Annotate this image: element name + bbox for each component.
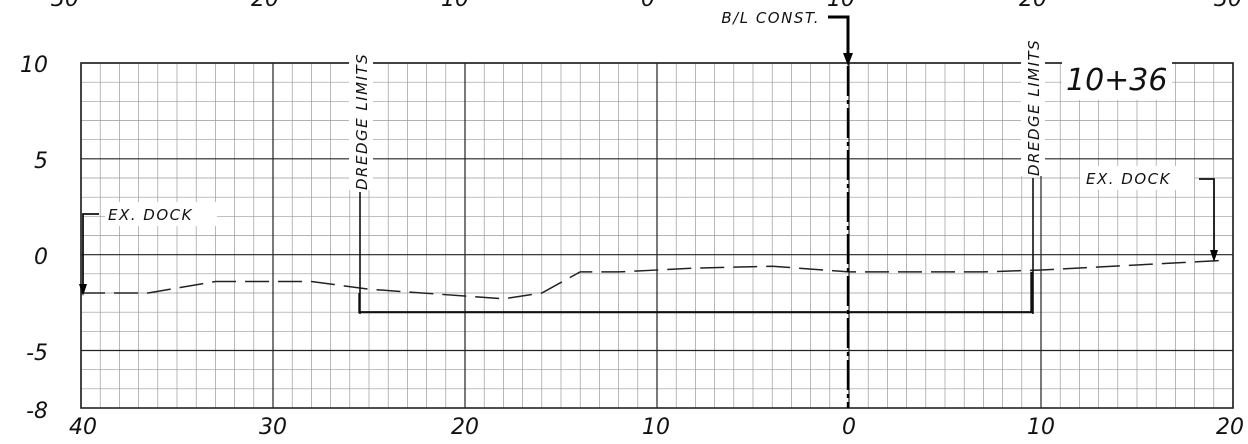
dredge-limit-right-label-bg xyxy=(1021,14,1045,176)
ex-dock-left-label-bg xyxy=(105,202,217,226)
top-tick-label: 30 xyxy=(51,0,79,12)
bottom-tick-label: 20 xyxy=(451,415,479,440)
dredge-limit-right-label: DREDGE LIMITS xyxy=(1025,39,1043,176)
y-tick-label: 10 xyxy=(20,53,48,78)
grid-frame xyxy=(80,62,1234,409)
y-tick-label: 0 xyxy=(34,245,48,270)
ex-dock-left-leader xyxy=(82,213,99,288)
ex-dock-left-label: EX. DOCK xyxy=(108,206,193,224)
existing-ground-line xyxy=(81,259,1224,300)
ex-dock-right-label-bg xyxy=(1080,166,1194,190)
ex-dock-right-arrow-icon xyxy=(1210,250,1218,262)
top-tick-label: 20 xyxy=(1019,0,1047,12)
baseline-leader xyxy=(828,15,850,60)
top-axis-labels: 30 20 10 0 10 20 30 xyxy=(51,0,1242,12)
baseline-label: B/L CONST. xyxy=(721,9,820,27)
bottom-tick-label: 20 xyxy=(1216,415,1244,440)
ex-dock-left-arrow-icon xyxy=(79,284,87,296)
bottom-tick-label: 40 xyxy=(69,415,97,440)
baseline-arrow-icon xyxy=(843,53,853,66)
bottom-tick-label: 0 xyxy=(842,415,856,440)
ex-dock-right-label: EX. DOCK xyxy=(1086,170,1171,188)
y-tick-label: -5 xyxy=(26,341,48,366)
top-tick-label: 0 xyxy=(641,0,655,12)
top-tick-label: 10 xyxy=(827,0,855,12)
bottom-tick-label: 10 xyxy=(1027,415,1055,440)
top-tick-label: 20 xyxy=(251,0,279,12)
y-tick-label: 5 xyxy=(34,149,48,174)
bottom-tick-label: 30 xyxy=(259,415,287,440)
y-tick-label: -8 xyxy=(26,399,48,424)
dredge-limit-left-label-bg xyxy=(349,28,373,190)
bottom-axis-labels: 40 30 20 10 0 10 20 xyxy=(69,415,1244,440)
bottom-tick-label: 10 xyxy=(642,415,670,440)
top-tick-label: 10 xyxy=(441,0,469,12)
ex-dock-right-leader xyxy=(1199,178,1215,254)
station-label: 10+36 xyxy=(1066,63,1167,98)
dredge-limit-left-label: DREDGE LIMITS xyxy=(353,53,371,190)
station-label-bg xyxy=(1062,60,1172,100)
y-axis-labels: 10 5 0 -5 -8 xyxy=(20,53,48,424)
top-tick-label: 30 xyxy=(1214,0,1242,12)
